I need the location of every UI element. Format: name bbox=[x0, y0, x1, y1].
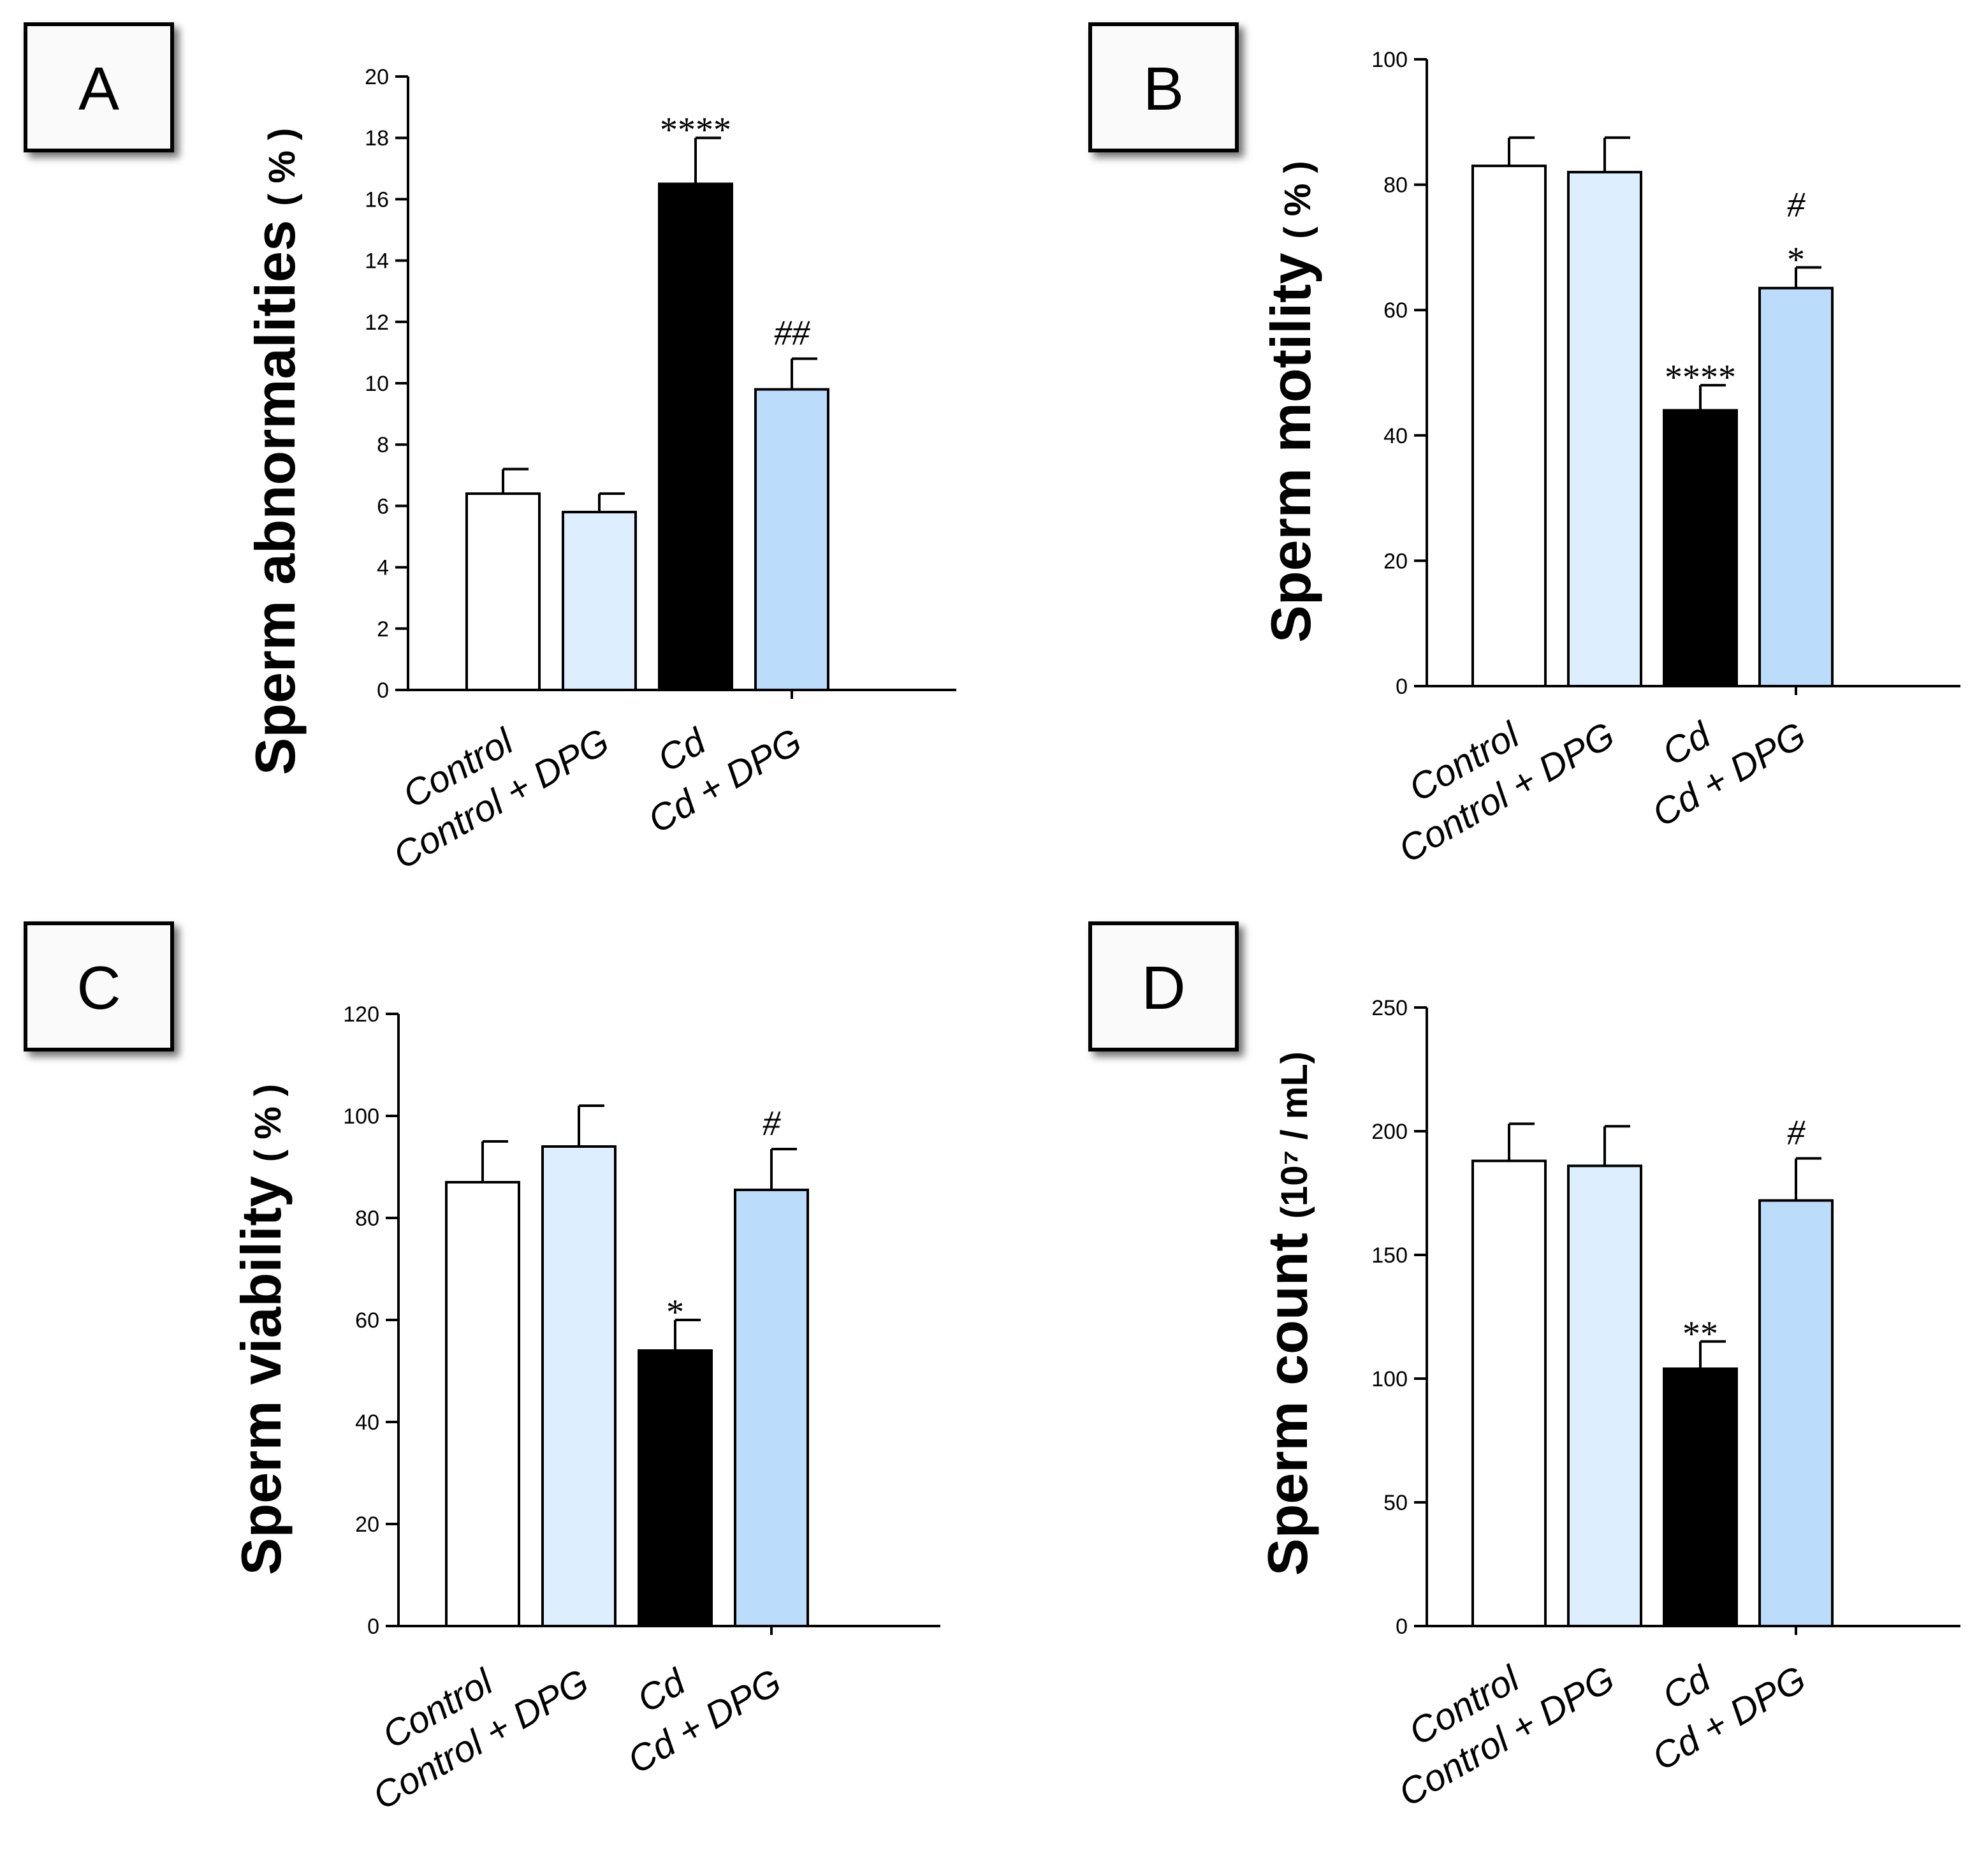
y-tick-label-c: 80 bbox=[355, 1206, 379, 1231]
bar-a-1 bbox=[465, 492, 541, 691]
y-tick-label-a: 14 bbox=[365, 249, 389, 274]
panel-letter-c: C bbox=[77, 954, 120, 1022]
y-tick-label-d: 0 bbox=[1396, 1615, 1408, 1639]
bar-b-2 bbox=[1567, 170, 1642, 687]
panel-b: B Sperm motility ( % ) 020406080100Contr… bbox=[1088, 22, 1960, 871]
y-tick-label-a: 12 bbox=[365, 311, 389, 335]
y-tick-label-d: 50 bbox=[1383, 1491, 1408, 1515]
y-tick-label-b: 80 bbox=[1383, 173, 1408, 198]
y-axis-label-a: Sperm abnormalities bbox=[244, 220, 307, 775]
bar-c-1 bbox=[445, 1181, 520, 1627]
y-axis-unit-a: ( % ) bbox=[261, 128, 303, 206]
significance-label-d: ** bbox=[1682, 1314, 1718, 1354]
y-tick-label-a: 16 bbox=[365, 187, 389, 212]
bar-c-4 bbox=[734, 1189, 809, 1627]
y-tick-label-a: 6 bbox=[377, 494, 389, 518]
bar-a-2 bbox=[562, 511, 637, 692]
y-tick-label-d: 100 bbox=[1371, 1367, 1408, 1391]
panel-letter-b: B bbox=[1143, 55, 1184, 123]
bar-a-4 bbox=[754, 388, 829, 691]
bar-d-4 bbox=[1758, 1199, 1834, 1627]
significance-label-d: # bbox=[1787, 1113, 1806, 1153]
significance-label-a: **** bbox=[660, 110, 731, 150]
y-axis-label-d: Sperm count bbox=[1256, 1233, 1319, 1576]
y-tick-label-d: 150 bbox=[1371, 1243, 1408, 1268]
y-axis-unit-d: (10⁷ / mL) bbox=[1274, 1052, 1315, 1219]
y-axis-label-c: Sperm viability bbox=[230, 1176, 293, 1575]
y-tick-label-b: 40 bbox=[1383, 424, 1408, 448]
svg-text:Sperm motility ( % ): Sperm motility ( % ) bbox=[1259, 161, 1322, 643]
panel-letter-box-c: C bbox=[24, 921, 174, 1052]
significance-label-b: # bbox=[1787, 185, 1806, 224]
y-tick-label-c: 20 bbox=[355, 1513, 379, 1537]
y-tick-label-a: 10 bbox=[365, 372, 389, 396]
y-tick-label-b: 100 bbox=[1371, 48, 1408, 72]
y-tick-label-a: 18 bbox=[365, 126, 389, 150]
y-tick-label-b: 0 bbox=[1396, 675, 1408, 699]
y-axis-title-d: Sperm count (10⁷ / mL) bbox=[1256, 1052, 1319, 1576]
y-tick-label-c: 100 bbox=[343, 1104, 379, 1129]
y-axis-label-b: Sperm motility bbox=[1259, 253, 1322, 643]
panel-letter-box-b: B bbox=[1088, 22, 1239, 152]
svg-text:Sperm abnormalities (: Sperm abnormalities ( % ) bbox=[244, 128, 307, 775]
y-tick-label-b: 20 bbox=[1383, 549, 1408, 573]
y-tick-label-a: 0 bbox=[377, 678, 389, 703]
y-tick-label-c: 60 bbox=[355, 1308, 379, 1333]
y-axis-unit-b: ( % ) bbox=[1277, 161, 1318, 238]
panel-letter-box-d: D bbox=[1088, 921, 1239, 1052]
bar-d-2 bbox=[1567, 1164, 1642, 1627]
bar-b-4 bbox=[1758, 286, 1834, 688]
significance-label-b: * bbox=[1787, 240, 1805, 279]
svg-text:Sperm count (10⁷ / mL): Sperm count (10⁷ / mL) bbox=[1256, 1052, 1319, 1576]
bar-c-2 bbox=[541, 1145, 617, 1627]
bar-d-1 bbox=[1471, 1159, 1547, 1628]
panel-letter-a: A bbox=[78, 55, 119, 123]
y-axis-title-c: Sperm viability ( % ) bbox=[230, 1084, 293, 1575]
bar-b-3 bbox=[1663, 409, 1738, 687]
svg-text:Sperm viability ( % ): Sperm viability ( % ) bbox=[230, 1084, 293, 1575]
y-tick-label-c: 40 bbox=[355, 1411, 379, 1435]
significance-label-b: **** bbox=[1665, 358, 1736, 397]
panel-letter-d: D bbox=[1141, 954, 1185, 1022]
y-tick-label-a: 20 bbox=[365, 65, 389, 89]
y-tick-label-c: 120 bbox=[343, 1002, 379, 1027]
significance-label-c: * bbox=[666, 1293, 684, 1332]
y-axis-title-b: Sperm motility ( % ) bbox=[1259, 161, 1322, 643]
y-tick-label-c: 0 bbox=[367, 1615, 379, 1639]
y-tick-label-a: 4 bbox=[377, 556, 389, 580]
y-axis-title-a: Sperm abnormalities ( % ) bbox=[244, 128, 307, 775]
panel-letter-box-a: A bbox=[24, 22, 174, 152]
y-tick-label-d: 200 bbox=[1371, 1120, 1408, 1144]
bar-a-3 bbox=[658, 182, 733, 692]
significance-label-a: ## bbox=[774, 314, 810, 353]
y-tick-label-a: 8 bbox=[377, 433, 389, 457]
y-axis-unit-c: ( % ) bbox=[247, 1084, 289, 1162]
panel-c: C Sperm viability ( % ) 020406080100120C… bbox=[24, 921, 940, 1818]
y-tick-label-b: 60 bbox=[1383, 298, 1408, 323]
significance-label-c: # bbox=[762, 1104, 781, 1143]
bar-b-1 bbox=[1471, 165, 1547, 687]
y-tick-label-a: 2 bbox=[377, 617, 389, 641]
y-tick-label-d: 250 bbox=[1371, 996, 1408, 1020]
panel-d: D Sperm count (10⁷ / mL) 0 50 100 150 200 250… bbox=[1088, 921, 1960, 1815]
panel-a: A Sperm abnormalities ( % ) 0 2 4 6 8 10 12 14 1… bbox=[24, 22, 956, 877]
bar-c-3 bbox=[638, 1349, 713, 1627]
bar-d-3 bbox=[1663, 1367, 1738, 1627]
